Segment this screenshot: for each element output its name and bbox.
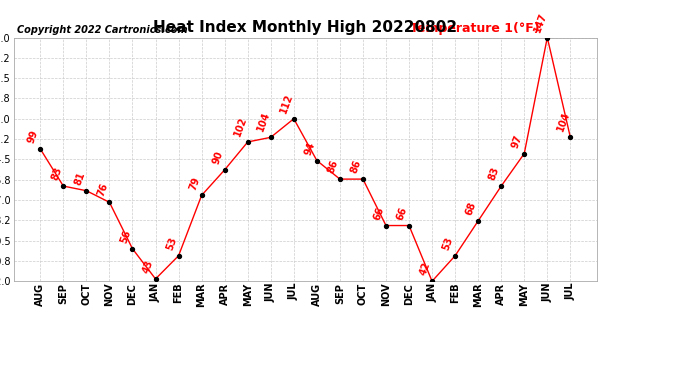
Point [311, 158, 322, 164]
Text: 97: 97 [511, 133, 524, 149]
Text: 42: 42 [418, 261, 432, 277]
Point [380, 222, 391, 228]
Text: Copyright 2022 Cartronics.com: Copyright 2022 Cartronics.com [17, 25, 188, 35]
Text: 147: 147 [532, 11, 549, 33]
Point [173, 253, 184, 259]
Title: Heat Index Monthly High 20220802: Heat Index Monthly High 20220802 [153, 20, 457, 35]
Point [34, 146, 46, 152]
Text: 104: 104 [555, 111, 571, 133]
Text: 76: 76 [95, 182, 110, 198]
Point [565, 134, 576, 140]
Point [242, 139, 253, 145]
Text: 86: 86 [326, 159, 340, 175]
Text: 90: 90 [210, 150, 225, 166]
Text: 56: 56 [119, 228, 132, 244]
Text: 83: 83 [50, 166, 63, 182]
Point [127, 246, 138, 252]
Text: 43: 43 [141, 259, 155, 275]
Point [404, 222, 415, 228]
Point [58, 183, 69, 189]
Text: 112: 112 [279, 92, 295, 115]
Point [495, 183, 506, 189]
Text: 53: 53 [165, 236, 179, 252]
Text: 53: 53 [441, 236, 455, 252]
Text: Temperature 1(°F): Temperature 1(°F) [411, 22, 540, 35]
Text: 94: 94 [303, 140, 317, 156]
Point [150, 276, 161, 282]
Point [335, 176, 346, 182]
Point [426, 278, 437, 284]
Point [81, 188, 92, 194]
Text: 99: 99 [26, 129, 40, 145]
Text: 104: 104 [256, 111, 272, 133]
Text: 68: 68 [464, 201, 478, 217]
Point [473, 218, 484, 224]
Point [519, 151, 530, 157]
Point [288, 116, 299, 122]
Text: 66: 66 [372, 205, 386, 221]
Point [450, 253, 461, 259]
Point [196, 192, 207, 198]
Point [542, 34, 553, 40]
Text: 81: 81 [72, 170, 86, 186]
Text: 83: 83 [487, 166, 502, 182]
Text: 102: 102 [233, 116, 249, 138]
Point [357, 176, 368, 182]
Text: 66: 66 [395, 205, 409, 221]
Text: 79: 79 [188, 175, 201, 191]
Point [104, 200, 115, 206]
Point [265, 134, 276, 140]
Text: 86: 86 [349, 159, 363, 175]
Point [219, 167, 230, 173]
